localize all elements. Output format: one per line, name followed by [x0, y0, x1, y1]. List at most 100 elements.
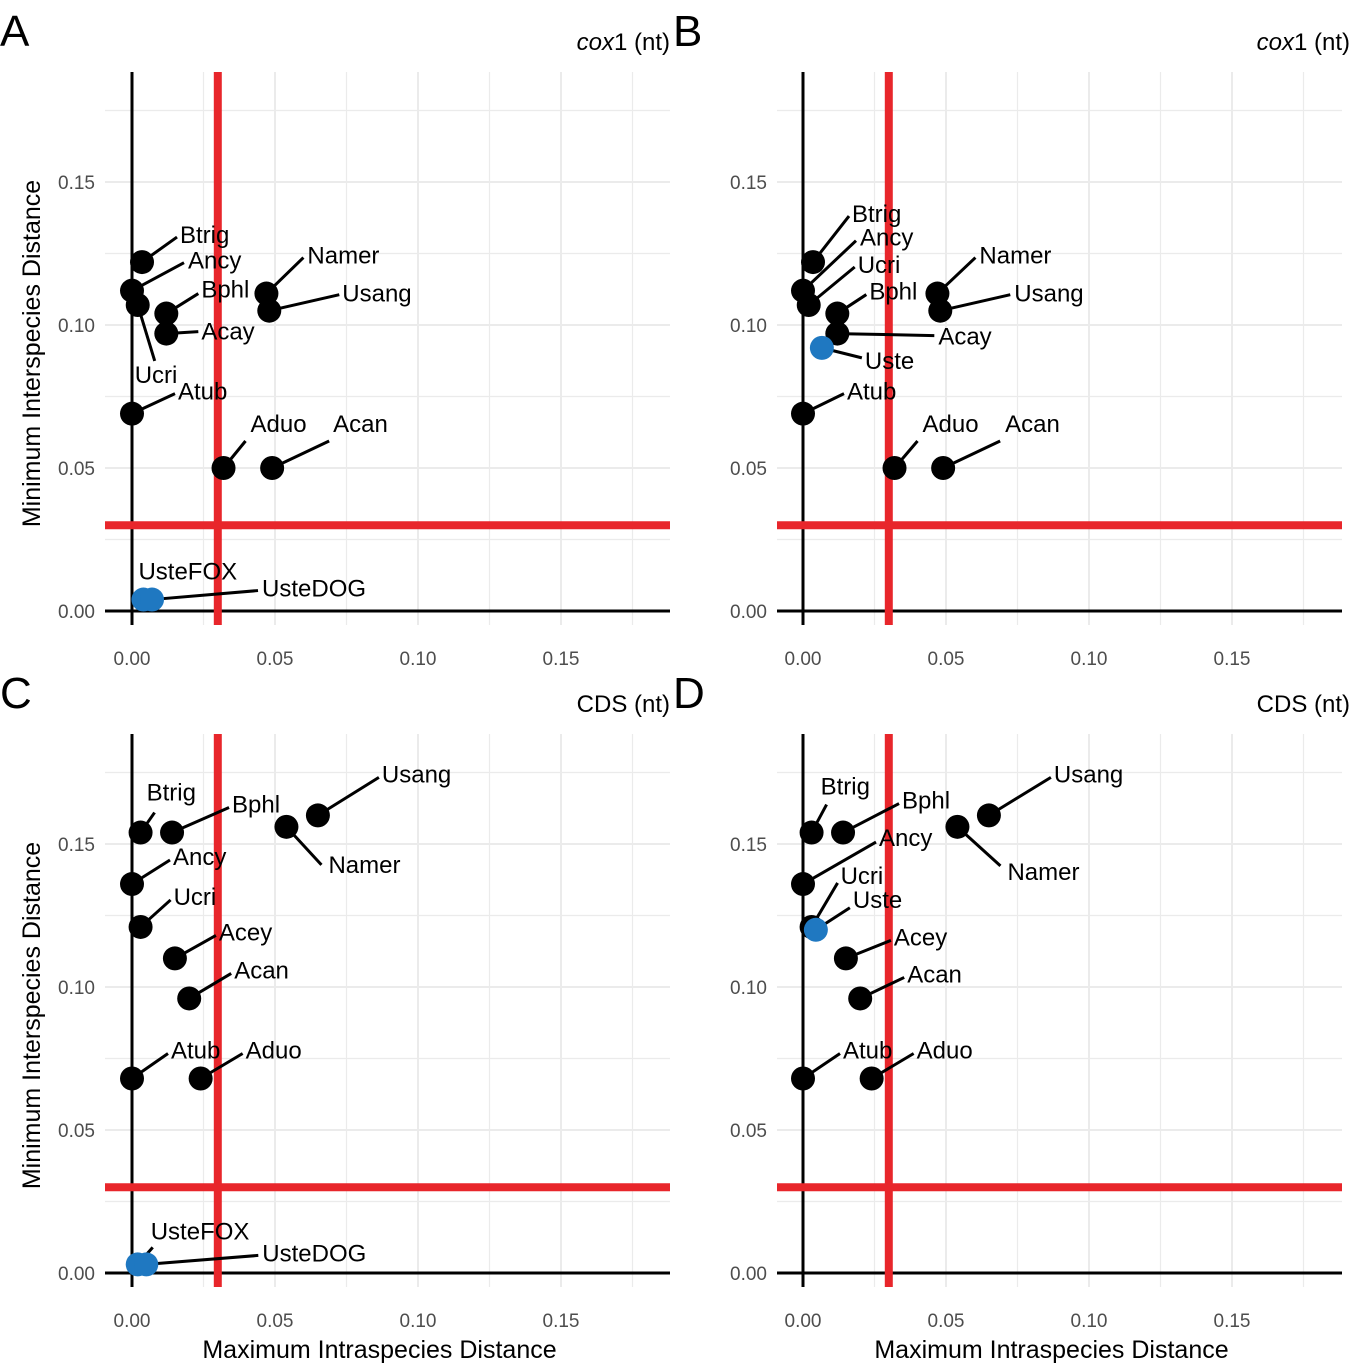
panel-letter: C — [0, 669, 32, 718]
y-tick-label: 0.10 — [58, 316, 95, 337]
data-point — [801, 250, 826, 275]
panel-title-rest: CDS (nt) — [1257, 691, 1350, 718]
data-point — [791, 872, 815, 897]
point-label: Ucri — [841, 863, 884, 890]
panel-title: CDS (nt) — [1257, 691, 1350, 718]
x-tick-label: 0.10 — [1071, 649, 1108, 670]
x-tick-label: 0.05 — [257, 649, 294, 670]
data-point — [799, 820, 824, 845]
point-label: Ucri — [174, 884, 217, 911]
point-label: Usang — [342, 281, 411, 308]
leader-line — [988, 776, 1052, 817]
point-label: UsteFOX — [138, 559, 237, 586]
x-tick-label: 0.15 — [1214, 649, 1251, 670]
point-label: Usang — [382, 761, 451, 788]
data-point — [833, 946, 858, 971]
data-point — [809, 335, 834, 360]
data-point — [257, 298, 282, 323]
panel-letter: A — [0, 7, 30, 56]
panel-title-rest: 1 (nt) — [1294, 29, 1350, 56]
panel-title: CDS (nt) — [577, 691, 670, 718]
point-label: Acan — [234, 957, 289, 984]
leader-line — [837, 332, 935, 338]
point-label: Btrig — [852, 201, 901, 228]
data-point — [976, 803, 1001, 828]
x-tick-label: 0.00 — [785, 1311, 822, 1332]
x-tick-label: 0.15 — [543, 649, 580, 670]
x-tick-label: 0.10 — [400, 649, 437, 670]
panel-letter: B — [673, 7, 702, 56]
data-point — [882, 456, 907, 480]
data-point — [825, 301, 850, 326]
point-label: Acan — [1005, 411, 1060, 438]
y-tick-label: 0.00 — [58, 602, 95, 623]
point-label: UsteFOX — [151, 1218, 250, 1245]
point-label: Acey — [894, 924, 947, 951]
data-point — [803, 917, 828, 942]
data-point — [796, 292, 821, 317]
x-tick-label: 0.00 — [114, 649, 151, 670]
x-tick-label: 0.15 — [543, 1311, 580, 1332]
point-label: Bphl — [869, 279, 917, 306]
point-label: Btrig — [821, 774, 870, 801]
point-label: Uste — [865, 348, 914, 375]
data-point — [154, 301, 179, 326]
y-tick-label: 0.00 — [58, 1264, 95, 1285]
point-label: Ancy — [860, 225, 913, 252]
leader-line — [151, 589, 259, 602]
point-label: UsteDOG — [262, 1240, 366, 1267]
x-tick-label: 0.10 — [400, 1311, 437, 1332]
point-label: Aduo — [923, 411, 979, 438]
point-label: Namer — [328, 852, 400, 879]
y-tick-label: 0.05 — [730, 459, 767, 480]
y-tick-label: 0.15 — [58, 173, 95, 194]
y-tick-label: 0.10 — [730, 978, 767, 999]
panel-D: 0.00 0.05 0.10 0.15 0.00 0.05 0.10 0.15 Btrig Bph… — [673, 669, 1350, 1364]
x-axis-title: Maximum Intraspecies Distance — [202, 1336, 556, 1364]
panel-title-italic: cox — [577, 29, 615, 56]
point-label: Acay — [938, 324, 991, 351]
y-tick-label: 0.05 — [58, 459, 95, 480]
point-label: Aduo — [917, 1038, 973, 1065]
point-label: Usang — [1014, 281, 1083, 308]
data-point — [274, 814, 299, 839]
data-point — [825, 321, 850, 346]
x-tick-label: 0.15 — [1214, 1311, 1251, 1332]
point-label: Usang — [1054, 761, 1123, 788]
y-tick-label: 0.00 — [730, 1264, 767, 1285]
data-point — [128, 820, 153, 845]
data-point — [120, 872, 144, 897]
y-axis-title: Minimum Interspecies Distance — [18, 180, 46, 527]
point-label: Bphl — [232, 792, 280, 819]
point-label: Acan — [907, 961, 962, 988]
data-point — [162, 946, 187, 971]
data-point — [859, 1066, 884, 1091]
point-label: Uste — [853, 887, 902, 914]
y-tick-label: 0.10 — [730, 316, 767, 337]
data-point — [305, 803, 330, 828]
point-label: Namer — [307, 243, 379, 270]
leader-line — [802, 840, 877, 886]
point-label: Ancy — [173, 844, 226, 871]
leader-line — [146, 1253, 259, 1266]
point-label: Namer — [979, 243, 1051, 270]
data-point — [120, 401, 144, 426]
y-tick-label: 0.15 — [58, 835, 95, 856]
point-label: UsteDOG — [262, 576, 366, 603]
leader-line — [801, 239, 858, 292]
point-label: Ucri — [858, 252, 901, 279]
panel-title-rest: 1 (nt) — [614, 29, 670, 56]
point-label: Acey — [219, 919, 272, 946]
y-tick-label: 0.10 — [58, 978, 95, 999]
point-label: Aduo — [246, 1038, 302, 1065]
data-point — [831, 820, 856, 845]
y-tick-label: 0.00 — [730, 602, 767, 623]
data-point — [128, 914, 153, 939]
point-label: Namer — [1007, 859, 1079, 886]
panel-letter: D — [673, 669, 705, 718]
data-point — [154, 321, 179, 346]
data-point — [125, 292, 150, 317]
point-label: Aduo — [251, 411, 307, 438]
point-label: Acan — [333, 411, 388, 438]
